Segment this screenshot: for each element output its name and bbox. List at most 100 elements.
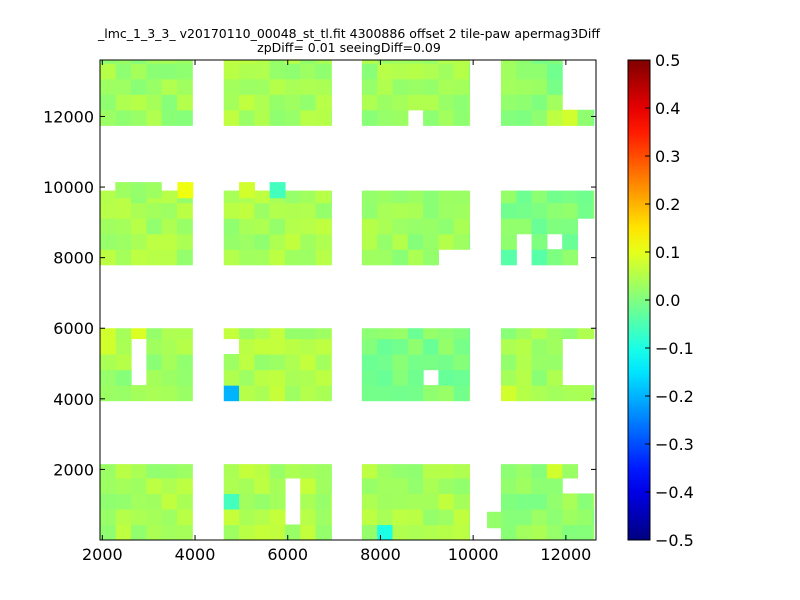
heatmap-cell (300, 94, 317, 111)
heatmap-cell (315, 493, 332, 510)
heatmap-cell (300, 464, 317, 479)
heatmap-cell (269, 63, 286, 80)
heatmap-cell (315, 328, 332, 340)
heatmap-cell (100, 78, 117, 95)
heatmap-cell (577, 109, 594, 126)
heatmap-cell (176, 218, 193, 235)
heatmap-cell (239, 477, 255, 495)
heatmap-cell (531, 202, 548, 219)
heatmap-cell (392, 60, 409, 64)
heatmap-cell (377, 202, 394, 219)
x-tick-label: 10000 (448, 545, 499, 564)
heatmap-cell (269, 78, 286, 95)
heatmap-cell (361, 493, 378, 510)
heatmap-cell (500, 94, 517, 111)
heatmap-cell (562, 493, 579, 510)
heatmap-cell (115, 524, 132, 540)
heatmap-cell (284, 354, 301, 371)
heatmap-cell (100, 338, 117, 355)
heatmap-cell (131, 202, 147, 219)
heatmap-cell (468, 202, 471, 219)
heatmap-cell (223, 508, 240, 526)
heatmap-cell (330, 202, 332, 219)
heatmap-cell (315, 477, 332, 495)
heatmap-cell (423, 354, 439, 371)
heatmap-cell (146, 354, 163, 371)
heatmap-cell (146, 94, 163, 111)
heatmap-cell (531, 524, 548, 540)
heatmap-cell (423, 63, 439, 80)
heatmap-cell (223, 78, 240, 95)
heatmap-cell (330, 94, 332, 111)
heatmap-cell (330, 493, 332, 510)
heatmap-cell (100, 354, 117, 371)
heatmap-cell (254, 493, 271, 510)
heatmap-cell (223, 63, 240, 80)
heatmap-cell (284, 338, 301, 355)
heatmap-cell (300, 328, 317, 340)
heatmap-cell (254, 109, 271, 126)
heatmap-cell (300, 249, 317, 266)
colorbar-tick-label: −0.2 (655, 387, 694, 406)
heatmap-cell (531, 508, 548, 526)
heatmap-cell (546, 385, 563, 402)
heatmap-cell (176, 524, 193, 540)
heatmap-cell (453, 524, 470, 540)
heatmap-cell (577, 508, 594, 526)
heatmap-cell (531, 369, 548, 386)
heatmap-cell (438, 477, 455, 495)
heatmap-cell (438, 202, 455, 219)
heatmap-cell (392, 109, 409, 126)
heatmap-cell (361, 354, 378, 371)
heatmap-cell (392, 493, 409, 510)
heatmap-cell (438, 338, 455, 355)
heatmap-cell (392, 477, 409, 495)
heatmap-cell (562, 508, 579, 526)
heatmap-cell (330, 60, 332, 64)
heatmap-cell (176, 385, 193, 402)
heatmap-cell (300, 385, 317, 402)
heatmap-cell (500, 328, 517, 340)
heatmap-cell (330, 524, 332, 540)
plot-frame (99, 59, 597, 541)
heatmap-cell (115, 109, 132, 126)
heatmap-cell (131, 218, 147, 235)
heatmap-cell (284, 78, 301, 95)
heatmap-cell (330, 190, 332, 204)
heatmap-cell (131, 493, 147, 510)
heatmap-cell (284, 328, 301, 340)
heatmap-cell (269, 218, 286, 235)
heatmap-cell (223, 94, 240, 111)
heatmap-cell (284, 369, 301, 386)
heatmap-cell (361, 385, 378, 402)
heatmap-cell (516, 109, 533, 126)
heatmap-cell (453, 78, 470, 95)
heatmap-cell (131, 109, 147, 126)
y-tick-label: 8000 (53, 249, 94, 268)
heatmap-cell (176, 508, 193, 526)
heatmap-cell (115, 60, 132, 64)
heatmap-cell (161, 369, 178, 386)
heatmap-cell (239, 493, 255, 510)
heatmap-cell (516, 190, 533, 204)
heatmap-cell (516, 63, 533, 80)
heatmap-cell (300, 78, 317, 95)
heatmap-cell (377, 94, 394, 111)
heatmap-cell (453, 60, 470, 64)
heatmap-cell (361, 202, 378, 219)
x-tick-label: 4000 (175, 545, 216, 564)
heatmap-cell (516, 493, 533, 510)
heatmap-cell (468, 78, 471, 95)
heatmap-cell (423, 385, 439, 402)
heatmap-cell (100, 202, 117, 219)
heatmap-cell (115, 202, 132, 219)
heatmap-cell (577, 190, 594, 204)
x-tick-label: 8000 (360, 545, 401, 564)
heatmap-cell (146, 60, 163, 64)
heatmap-cell (377, 477, 394, 495)
heatmap-cell (468, 94, 471, 111)
heatmap-cell (161, 249, 178, 266)
heatmap-cell (115, 338, 132, 355)
heatmap-cell (223, 354, 240, 371)
heatmap-cell (161, 233, 178, 250)
